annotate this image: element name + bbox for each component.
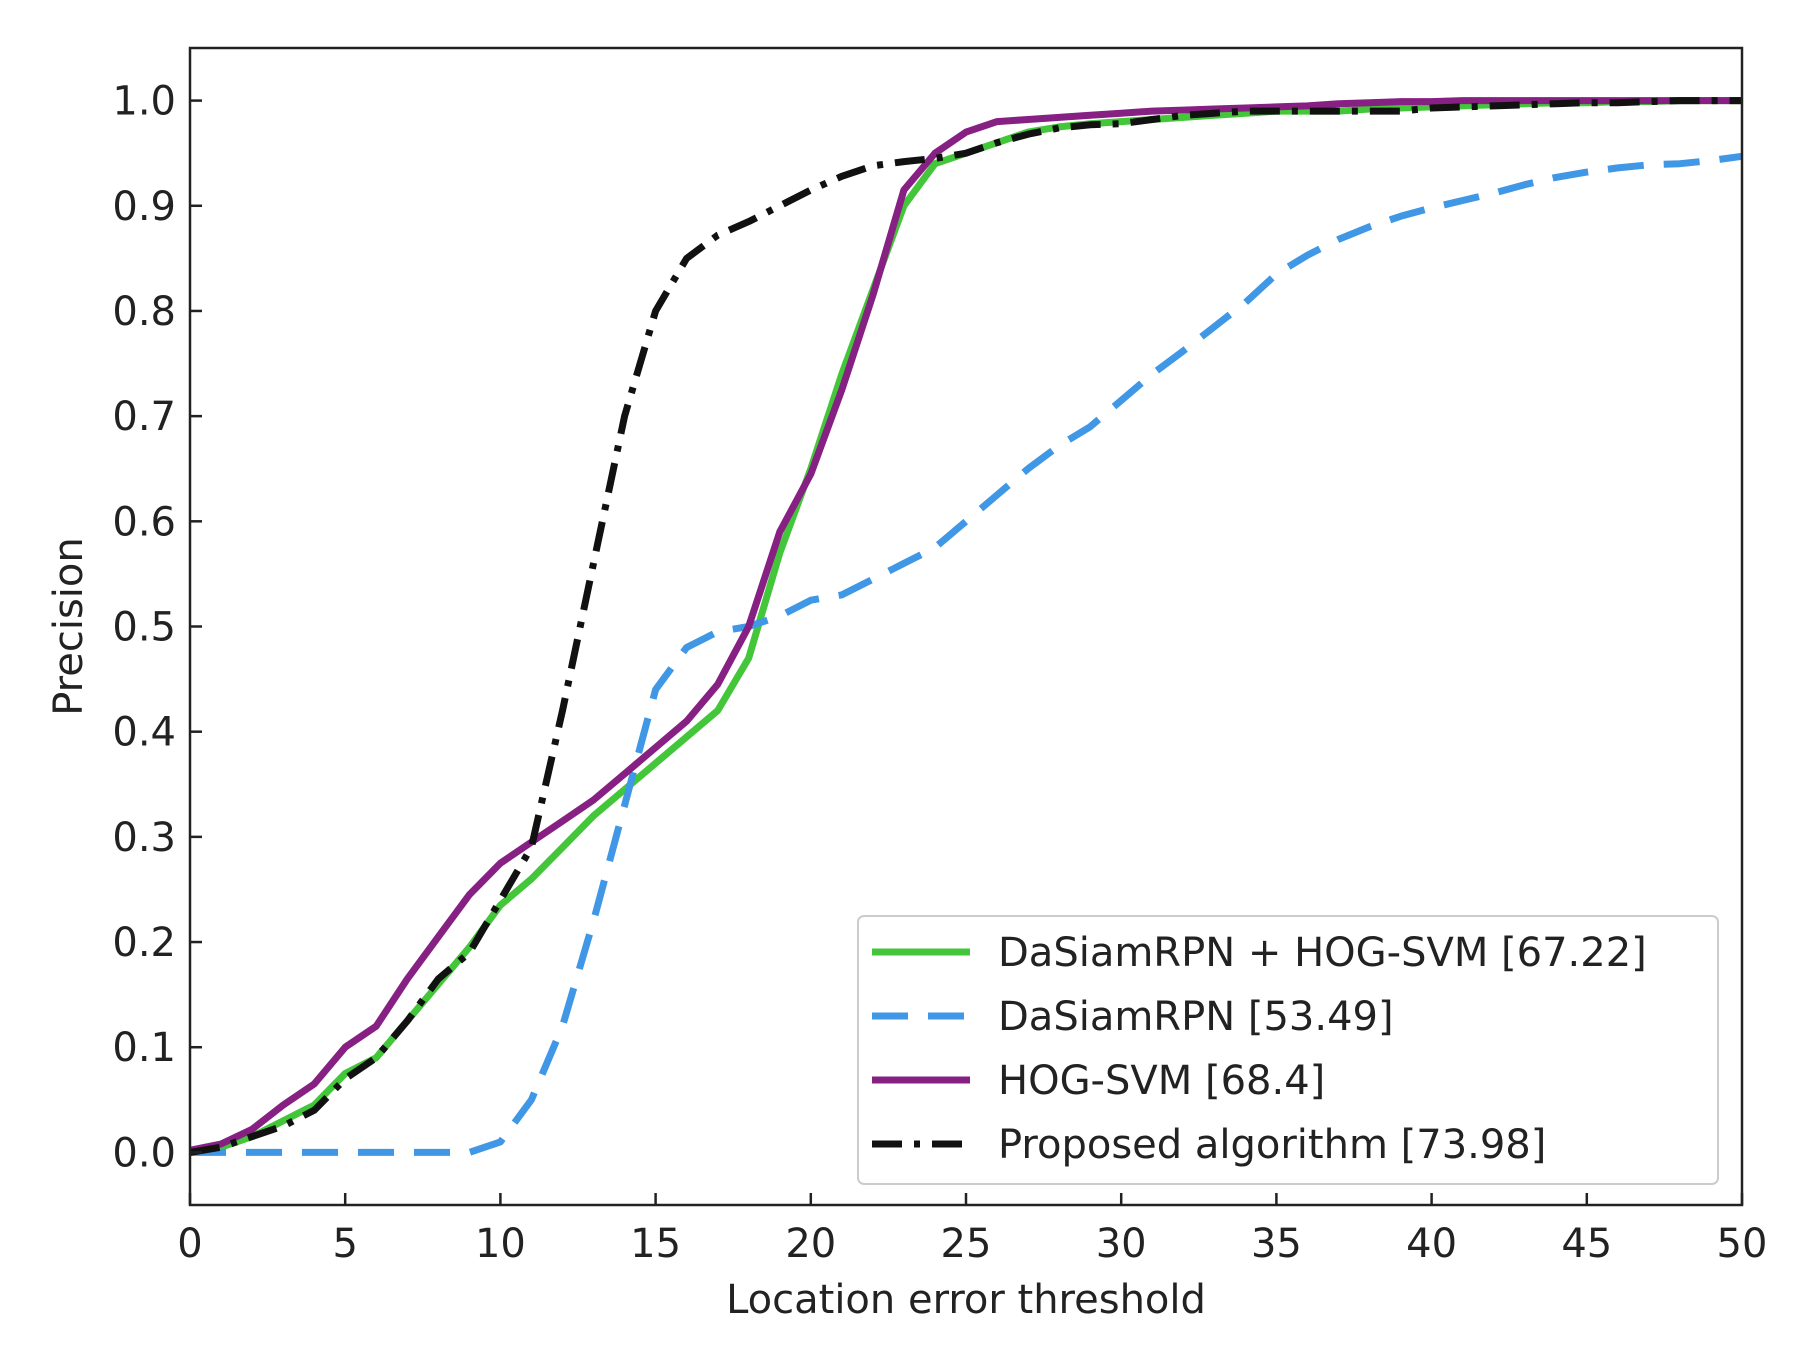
x-tick-label: 45: [1561, 1221, 1612, 1267]
legend-label-2: DaSiamRPN [53.49]: [998, 994, 1394, 1040]
x-tick-label: 10: [475, 1221, 526, 1267]
y-tick-label: 0.2: [112, 920, 176, 966]
x-tick-label: 25: [941, 1221, 992, 1267]
x-tick-label: 5: [332, 1221, 357, 1267]
x-axis-label: Location error threshold: [726, 1277, 1206, 1323]
x-tick-label: 50: [1717, 1221, 1768, 1267]
y-tick-label: 0.4: [112, 710, 176, 756]
y-tick-label: 0.5: [112, 605, 176, 651]
x-tick-label: 40: [1406, 1221, 1457, 1267]
ticks-layer: 0 5 10 15 20 25 30 35 40 45 50 0.0 0.1 0.2 0.3 0.4 0.5 0.…: [112, 79, 1767, 1267]
y-tick-label: 0.9: [112, 184, 176, 230]
series-line-3: [189, 97, 1742, 1154]
x-tick-label: 35: [1251, 1221, 1302, 1267]
y-tick-label: 0.6: [112, 499, 176, 545]
series-line-4: [189, 97, 1742, 1156]
y-tick-label: 0.7: [112, 394, 176, 440]
x-tick-label: 0: [177, 1221, 202, 1267]
series-line-2: [190, 152, 1743, 1156]
y-tick-label: 0.1: [112, 1025, 176, 1071]
legend-label-3: HOG-SVM [68.4]: [998, 1058, 1325, 1104]
y-tick-label: 0.3: [112, 815, 176, 861]
legend-label-1: DaSiamRPN + HOG-SVM [67.22]: [998, 930, 1647, 976]
legend: DaSiamRPN + HOG-SVM [67.22] DaSiamRPN [53…: [857, 915, 1719, 1185]
series-layer: [189, 97, 1743, 1156]
legend-label-4: Proposed algorithm [73.98]: [998, 1122, 1546, 1168]
y-tick-label: 0.0: [112, 1130, 176, 1176]
x-tick-label: 30: [1096, 1221, 1147, 1267]
y-axis-label: Precision: [46, 537, 92, 715]
y-tick-label: 1.0: [112, 79, 176, 125]
y-tick-label: 0.8: [112, 289, 176, 335]
x-tick-label: 20: [785, 1221, 836, 1267]
x-tick-label: 15: [630, 1221, 681, 1267]
legend-box: [857, 915, 1719, 1185]
